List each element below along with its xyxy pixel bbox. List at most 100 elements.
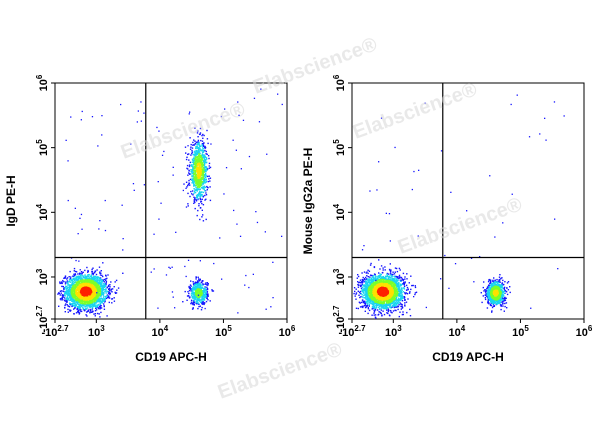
event-dot	[415, 287, 416, 288]
event-dot	[199, 146, 200, 147]
event-dot	[190, 179, 191, 180]
event-dot	[85, 291, 86, 292]
event-dot	[194, 127, 195, 128]
event-dot	[66, 286, 67, 287]
event-dot	[96, 292, 97, 293]
event-dot	[106, 281, 107, 282]
event-dot	[282, 104, 283, 105]
event-dot	[95, 313, 96, 314]
event-dot	[90, 276, 91, 277]
event-dot	[397, 302, 398, 303]
event-dot	[66, 300, 67, 301]
event-dot	[151, 272, 152, 273]
event-dot	[195, 192, 196, 193]
event-dot	[197, 154, 198, 155]
event-dot	[353, 293, 354, 294]
event-dot	[362, 299, 363, 300]
event-dot	[193, 307, 194, 308]
event-dot	[200, 279, 201, 280]
event-dot	[244, 285, 245, 286]
event-dot	[362, 306, 363, 307]
event-dot	[281, 236, 282, 237]
tick-label: 105	[35, 139, 50, 156]
event-dot	[403, 273, 404, 274]
event-dot	[184, 266, 185, 267]
event-dot	[73, 303, 74, 304]
event-dot	[206, 186, 207, 187]
event-dot	[99, 313, 100, 314]
event-dot	[198, 205, 199, 206]
event-dot	[188, 295, 189, 296]
event-dot	[390, 272, 391, 273]
event-dot	[206, 194, 207, 195]
event-dot	[65, 282, 66, 283]
event-dot	[202, 283, 203, 284]
event-dot	[107, 297, 108, 298]
event-dot	[68, 299, 69, 300]
event-dot	[195, 148, 196, 149]
event-dot	[237, 101, 238, 102]
event-dot	[96, 305, 97, 306]
event-dot	[379, 268, 380, 269]
event-dot	[86, 267, 87, 268]
event-dot	[87, 307, 88, 308]
event-dot	[173, 167, 174, 168]
event-dot	[393, 304, 394, 305]
event-dot	[194, 141, 195, 142]
event-dot	[381, 309, 382, 310]
event-dot	[69, 288, 70, 289]
event-dot	[96, 309, 97, 310]
event-dot	[406, 278, 407, 279]
event-dot	[272, 262, 273, 263]
event-dot	[193, 139, 194, 140]
event-dot	[223, 193, 224, 194]
event-dot	[122, 249, 123, 250]
event-dot	[68, 312, 69, 313]
event-dot	[96, 269, 97, 270]
event-dot	[130, 143, 131, 144]
event-dot	[209, 168, 210, 169]
event-dot	[102, 289, 103, 290]
event-dot	[103, 283, 104, 284]
event-dot	[205, 282, 206, 283]
event-dot	[68, 298, 69, 299]
event-dot	[88, 309, 89, 310]
event-dot	[190, 169, 191, 170]
event-dot	[189, 166, 190, 167]
event-dot	[64, 305, 65, 306]
event-dot	[70, 116, 71, 117]
event-dot	[194, 151, 195, 152]
event-dot	[104, 281, 105, 282]
event-dot	[266, 154, 267, 155]
event-dot	[99, 306, 100, 307]
event-dot	[205, 308, 206, 309]
event-dot	[236, 224, 237, 225]
event-dot	[153, 234, 154, 235]
event-dot	[369, 310, 370, 311]
event-dot	[409, 291, 410, 292]
event-dot	[187, 291, 188, 292]
event-dot	[201, 216, 202, 217]
event-dot	[174, 307, 175, 308]
tick-label: 105	[215, 324, 232, 339]
event-dot	[62, 299, 63, 300]
event-dot	[365, 277, 366, 278]
event-dot	[108, 293, 109, 294]
event-dot	[93, 313, 94, 314]
event-dot	[363, 293, 364, 294]
event-dot	[356, 308, 357, 309]
event-dot	[410, 315, 411, 316]
event-dot	[77, 273, 78, 274]
event-dot	[198, 192, 199, 193]
event-dot	[390, 271, 391, 272]
event-dot	[60, 294, 61, 295]
event-dot	[399, 316, 400, 317]
event-dot	[355, 294, 356, 295]
event-dot	[378, 307, 379, 308]
event-dot	[63, 296, 64, 297]
event-dot	[375, 274, 376, 275]
event-dot	[198, 277, 199, 278]
event-dot	[191, 290, 192, 291]
event-dot	[364, 305, 365, 306]
